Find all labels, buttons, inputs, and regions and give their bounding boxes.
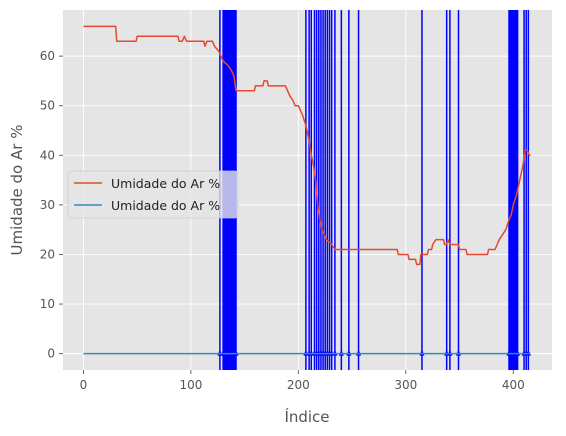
legend-label-2: Umidade do Ar % [111,198,220,213]
y-tick-label: 30 [40,198,55,212]
y-axis-label: Umidade do Ar % [8,125,26,256]
y-tick-label: 0 [47,347,55,361]
x-tick-label: 200 [287,378,310,392]
y-tick-label: 40 [40,148,55,162]
series-lines [83,25,531,355]
y-ticks: 0 10 20 30 40 50 60 [40,49,63,361]
legend-box [67,170,239,219]
series-line-1 [83,25,531,266]
x-tick-label: 400 [502,378,525,392]
legend-label-1: Umidade do Ar % [111,176,220,191]
y-tick-label: 10 [40,297,55,311]
legend: Umidade do Ar % Umidade do Ar % [67,170,239,219]
y-tick-label: 50 [40,99,55,113]
y-tick-label: 20 [40,247,55,261]
x-ticks: 0 100 200 300 400 [80,370,525,392]
x-axis-label: Índice [284,407,329,426]
x-tick-label: 300 [394,378,417,392]
x-tick-label: 100 [179,378,202,392]
x-tick-label: 0 [80,378,88,392]
y-tick-label: 60 [40,49,55,63]
